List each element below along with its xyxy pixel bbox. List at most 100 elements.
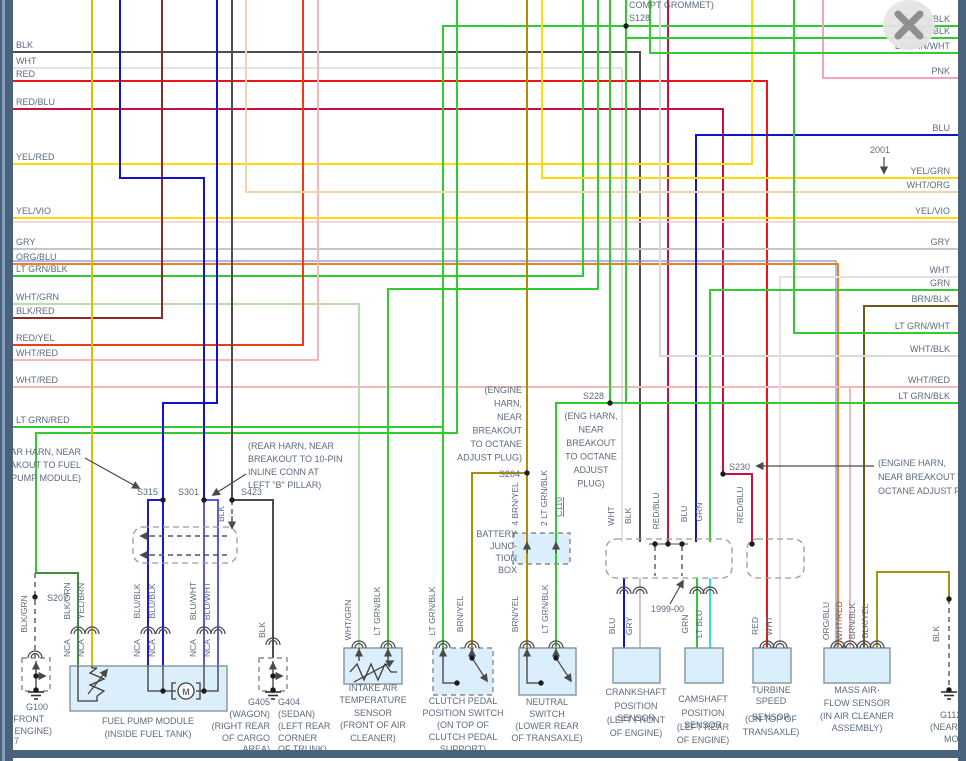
wire-color-label: LT GRN/BLK	[540, 584, 550, 633]
close-button[interactable]	[883, 0, 935, 50]
inline-connector-rear	[132, 526, 238, 564]
wire-color-label: WHT/GRN	[343, 600, 353, 641]
ground-g405: G405	[248, 697, 270, 707]
wire-label-left-9: WHT/GRN	[16, 292, 59, 302]
ground-g405-l2: (WAGON)	[229, 709, 270, 719]
connector-arc-icon	[772, 640, 788, 649]
wire-whtred-1	[13, 0, 319, 361]
note-engine-harn-s264: TO OCTANE	[470, 439, 522, 449]
label-neutral-switch: SWITCH	[529, 709, 565, 719]
label-crankshaft-position-sensor: POSITION	[614, 701, 657, 711]
wire-brnyel-clutch	[471, 472, 527, 650]
label-mass-air-flow-sensor: MASS AIR-	[834, 685, 880, 695]
connector-arc-icon	[519, 640, 535, 649]
connector-arc-icon	[27, 650, 43, 659]
window-frame-accent	[2, 0, 5, 761]
wire-blk-left	[13, 51, 641, 542]
wire-color-label: NCA	[147, 639, 157, 657]
wire-yelred	[13, 0, 753, 165]
wire-label-left-3: RED/BLU	[16, 97, 55, 107]
wire-label-right-11: BRN/BLK	[911, 294, 950, 304]
splice-s264: S264	[499, 469, 520, 479]
label-mass-air-flow-sensor: FLOW SENSOR	[824, 698, 891, 708]
wire-color-label: GRN	[694, 503, 704, 522]
note-rear-harn-10pin: LEFT "B" PILLAR)	[248, 480, 321, 490]
wire-label-left-1: WHT	[16, 56, 37, 66]
junction-dot	[32, 594, 38, 600]
wire-label-right-4: BLU	[932, 123, 950, 133]
label-battery-junction-box: BOX	[498, 565, 517, 575]
wire-color-label: BLU/WHT	[202, 582, 212, 620]
wire-ltgrn-457	[35, 0, 458, 573]
camshaft-position-sensor-box	[684, 647, 724, 684]
wire-label-right-9: WHT	[930, 265, 951, 275]
splice-s228: S228	[583, 391, 604, 401]
label-crankshaft-position-sensor: SENSOR	[617, 713, 656, 723]
wire-red-main	[13, 80, 768, 648]
wire-label-right-3: PNK	[931, 66, 950, 76]
wire-ltgrn-intake	[387, 0, 599, 648]
mass-air-flow-sensor-box-fill	[824, 648, 890, 683]
intake-thermistor-arrow	[353, 660, 395, 683]
wire-blublk-pump-b	[147, 499, 163, 666]
note-eng-harn-s228: PLUG)	[577, 479, 605, 489]
note-rear-harn-10pin: (REAR HARN, NEAR	[248, 441, 335, 451]
arrow-rearharn-s315	[84, 457, 141, 489]
label-camshaft-position-sensor: POSITION	[681, 708, 724, 718]
motor-m: M	[182, 687, 190, 697]
wire-ltgrnwht-right	[793, 0, 958, 334]
junction-dot	[720, 471, 726, 477]
label-crankshaft-position-sensor: OF ENGINE)	[610, 728, 663, 738]
ground-g100-l2: (LEFT FRONT	[0, 714, 45, 724]
label-clutch-pedal-position-switch: CLUTCH PEDAL	[429, 732, 498, 742]
label-clutch-pedal-position-switch: POSITION SWITCH	[423, 708, 504, 718]
connector-arc-icon	[265, 637, 281, 646]
label-intake-air-temp-sensor: INTAKE AIR	[349, 683, 398, 693]
wire-label-right-8: GRY	[931, 237, 950, 247]
label-intake-air-temp-sensor: CLEANER)	[350, 733, 396, 743]
crankshaft-position-sensor-box	[612, 647, 661, 684]
connector-arc-icon	[548, 640, 564, 649]
label-battery-junction-box: JUNC-	[490, 541, 517, 551]
wire-brnblk	[863, 305, 958, 648]
ground-g405-l4: OF CARGO	[222, 733, 270, 743]
connector-arc-icon	[140, 626, 156, 635]
label-battery-junction-box: BATTERY	[476, 529, 517, 539]
junction-dot	[160, 688, 166, 694]
wire-color-label: BLK/GRN	[62, 582, 72, 619]
connector-arc-icon	[830, 640, 846, 649]
note-rear-harn-fuel: BREAKOUT TO FUEL	[0, 460, 81, 470]
close-icon	[894, 10, 924, 40]
junction-dot	[33, 673, 39, 679]
connector-arc-icon	[84, 626, 100, 635]
fuel-pump-motor-symbol	[177, 682, 195, 700]
wire-label-right-7: YEL/VIO	[915, 206, 950, 216]
note-eng-harn-s228: ADJUST	[573, 465, 609, 475]
clutch-pedal-position-switch-box	[432, 647, 494, 696]
wire-color-label: WHT	[606, 506, 616, 525]
wire-color-label: RED/BLU	[651, 493, 661, 530]
wire-label-right-13: WHT/BLK	[910, 344, 950, 354]
ground-g112-l3: MOTOR)	[944, 734, 966, 744]
clutch-blade	[471, 657, 488, 683]
wire-label-left-7: ORG/BLU	[16, 252, 57, 262]
wire-blk-g405	[232, 499, 274, 658]
junction-dot	[665, 541, 671, 547]
junction-dot	[469, 655, 475, 661]
wire-orgblu-blu	[13, 260, 837, 648]
camshaft-position-sensor-box-fill	[685, 648, 723, 683]
wire-label-right-5: YEL/GRN	[910, 166, 950, 176]
note-eng-harn-s228: TO OCTANE	[565, 452, 617, 462]
note-rear-harn-fuel: PUMP MODULE)	[11, 473, 81, 483]
wire-ltgrnblk-s228	[555, 402, 958, 648]
junction-dot	[270, 687, 276, 693]
label-intake-air-temp-sensor: SENSOR	[354, 708, 393, 718]
junction-dot	[946, 687, 952, 693]
ground-g100-l3: SIDE OF ENGINE)	[0, 726, 52, 736]
ground-g404: G404	[278, 697, 300, 707]
wire-grn-cam	[709, 289, 958, 542]
label-camshaft-position-sensor: SENSOR	[684, 720, 723, 730]
connector-arc-icon	[702, 586, 718, 595]
wire-redyel	[13, 0, 304, 346]
